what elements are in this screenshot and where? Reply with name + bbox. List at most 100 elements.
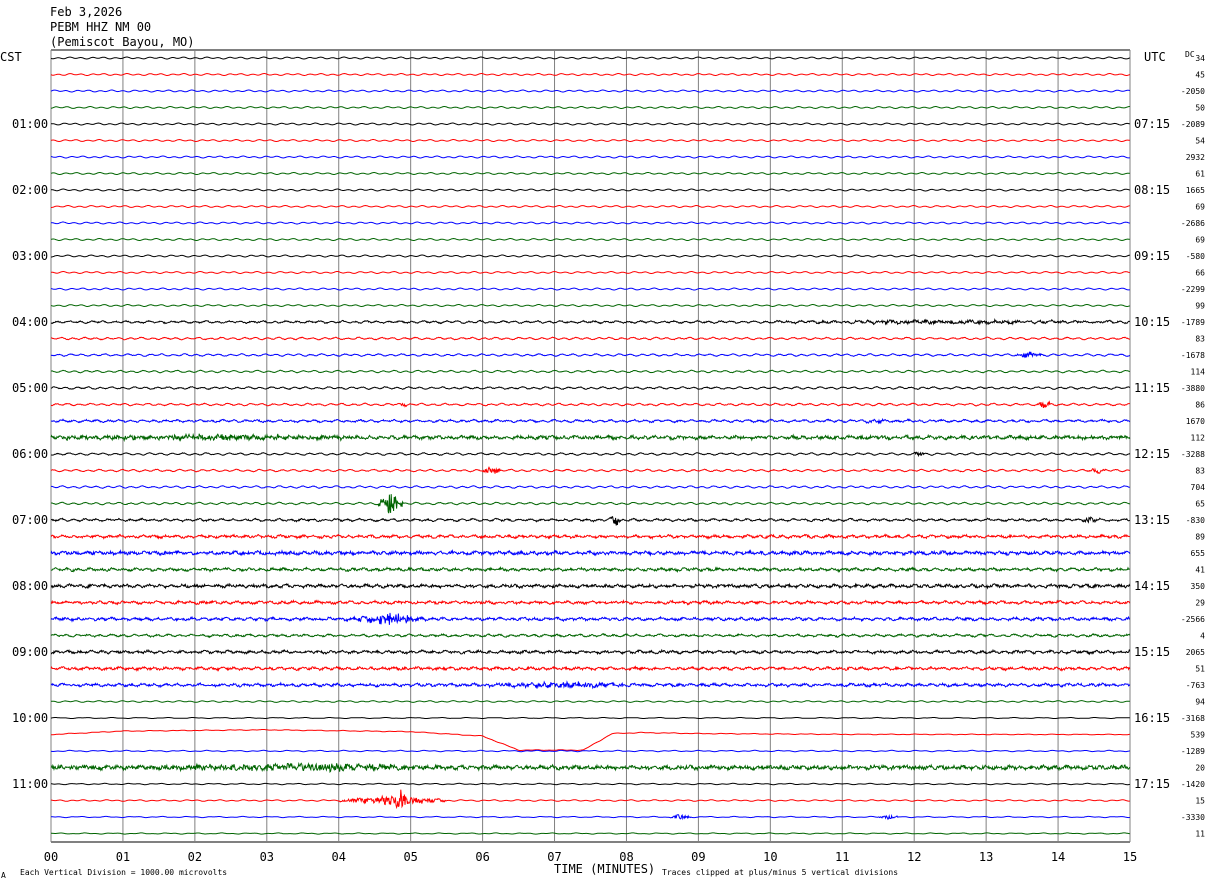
dc-offset-value: -3330	[1181, 813, 1205, 822]
dc-offset-value: 20	[1195, 764, 1205, 773]
dc-offset-value: -763	[1186, 681, 1205, 690]
right-hour-label: 11:15	[1134, 381, 1170, 395]
dc-offset-value: -1289	[1181, 747, 1205, 756]
dc-offset-value: 65	[1195, 500, 1205, 509]
dc-offset-value: 539	[1191, 731, 1206, 740]
seismic-trace	[50, 648, 1131, 656]
seismic-trace	[50, 632, 1131, 639]
dc-offset-value: 54	[1195, 137, 1205, 146]
seismic-trace	[50, 287, 1130, 291]
right-hour-label: 09:15	[1134, 249, 1170, 263]
seismic-trace	[50, 318, 1131, 326]
seismic-traces	[50, 56, 1131, 835]
right-hour-label: 12:15	[1134, 447, 1170, 461]
x-tick-label: 15	[1123, 850, 1137, 864]
header-station: PEBM HHZ NM 00	[50, 20, 151, 34]
seismic-trace	[50, 303, 1130, 308]
x-tick-label: 08	[619, 850, 633, 864]
left-hour-label: 05:00	[12, 381, 48, 395]
dc-offset-value: 41	[1195, 566, 1205, 575]
dc-offset-value: -3288	[1181, 450, 1205, 459]
dc-offset-value: 86	[1195, 401, 1205, 410]
seismic-trace	[50, 385, 1131, 391]
seismic-trace	[50, 122, 1130, 126]
seismic-trace	[51, 336, 1130, 341]
seismic-trace	[50, 516, 1131, 526]
x-tick-label: 04	[332, 850, 346, 864]
x-tick-label: 05	[403, 850, 417, 864]
right-hour-label: 08:15	[1134, 183, 1170, 197]
dc-offset-value: -2089	[1181, 120, 1205, 129]
dc-offset-value: 83	[1195, 335, 1205, 344]
dc-offset-value: 34	[1195, 54, 1205, 63]
seismic-trace	[50, 89, 1130, 93]
x-tick-label: 02	[188, 850, 202, 864]
dc-offset-value: -2566	[1181, 615, 1205, 624]
dc-offset-value: 69	[1195, 236, 1205, 245]
corner-mark: A	[1, 871, 6, 880]
seismic-trace	[51, 417, 1131, 425]
right-hour-label: 13:15	[1134, 513, 1170, 527]
dc-offset-value: 114	[1191, 368, 1206, 377]
dc-offset-value: -1678	[1181, 351, 1205, 360]
x-axis-title: TIME (MINUTES)	[554, 862, 655, 876]
left-hour-label: 07:00	[12, 513, 48, 527]
dc-offset-value: -3880	[1181, 384, 1205, 393]
dc-offset-value: 66	[1195, 269, 1205, 278]
right-hour-label: 14:15	[1134, 579, 1170, 593]
left-hour-label: 09:00	[12, 645, 48, 659]
seismic-trace	[50, 599, 1131, 606]
seismic-trace	[50, 188, 1130, 192]
right-hour-label: 07:15	[1134, 117, 1170, 131]
header-location: (Pemiscot Bayou, MO)	[50, 35, 195, 49]
dc-offset-value: 1665	[1186, 186, 1205, 195]
seismic-trace	[50, 155, 1130, 159]
seismic-trace	[50, 612, 1130, 625]
seismic-trace	[50, 716, 1130, 719]
seismic-trace	[51, 254, 1130, 258]
right-hour-label: 15:15	[1134, 645, 1170, 659]
seismic-trace	[50, 700, 1130, 703]
dc-offset-value: 61	[1195, 170, 1205, 179]
seismic-trace	[50, 761, 1131, 774]
dc-offset-value: 83	[1195, 467, 1205, 476]
seismic-trace	[50, 494, 1131, 514]
seismic-trace	[51, 270, 1130, 275]
seismic-trace	[51, 204, 1130, 209]
dc-offset-value: -3168	[1181, 714, 1205, 723]
x-tick-label: 13	[979, 850, 993, 864]
seismic-trace	[50, 533, 1130, 540]
seismic-trace	[51, 485, 1130, 489]
seismic-trace	[50, 582, 1131, 590]
minute-grid	[50, 49, 1131, 843]
dc-offset-value: 655	[1191, 549, 1206, 558]
dc-offset-value: 2932	[1186, 153, 1205, 162]
dc-offset-value: 51	[1195, 665, 1205, 674]
x-tick-label: 10	[763, 850, 777, 864]
dc-offset-value: 704	[1191, 483, 1206, 492]
seismic-trace	[50, 566, 1131, 574]
x-tick-label: 07	[547, 850, 561, 864]
right-timezone-label: UTC	[1144, 50, 1166, 64]
hour-labels: 01:00 02:00 03:00 04:00 05:00 06:00 07:00 08:00…	[12, 117, 1170, 791]
left-hour-label: 03:00	[12, 249, 48, 263]
seismic-trace	[51, 221, 1130, 225]
dc-offset-value: -2299	[1181, 285, 1205, 294]
left-hour-label: 01:00	[12, 117, 48, 131]
x-tick-label: 12	[907, 850, 921, 864]
seismic-trace	[50, 432, 1131, 443]
x-tick-label: 14	[1051, 850, 1065, 864]
dc-offset-value: 99	[1195, 302, 1205, 311]
seismic-trace	[50, 782, 1130, 786]
dc-offset-value: 45	[1195, 71, 1205, 80]
left-hour-label: 10:00	[12, 711, 48, 725]
dc-offset-value: -580	[1186, 252, 1205, 261]
seismic-trace	[50, 813, 1130, 821]
dc-offset-labels: 34 45 -2050 50 -2089 54 2932 61 1665 69 -2686 69 -58…	[1181, 54, 1205, 839]
dc-offset-value: 112	[1191, 434, 1206, 443]
dc-offset-value: 4	[1200, 632, 1205, 641]
right-hour-label: 16:15	[1134, 711, 1170, 725]
seismic-trace	[51, 369, 1130, 374]
dc-offset-value: 15	[1195, 797, 1205, 806]
seismic-trace	[51, 832, 1130, 835]
